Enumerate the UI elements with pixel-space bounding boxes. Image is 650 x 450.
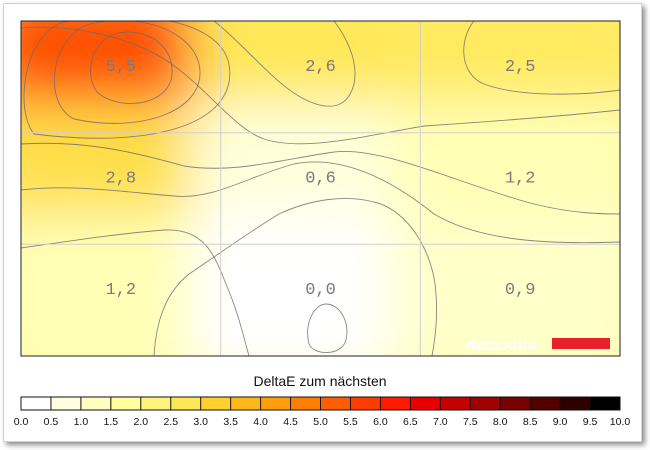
heat-core-2-1 — [236, 255, 405, 345]
colorbar-tick-label: 7.5 — [463, 416, 478, 428]
colorbar-tick-label: 10.0 — [610, 416, 631, 428]
colorbar-swatch — [200, 397, 232, 410]
colorbar-swatch — [530, 397, 561, 410]
cell-label-1-1: 0,6 — [305, 170, 336, 189]
colorbar-swatch — [410, 397, 441, 410]
colorbar-tick-label: 5.0 — [313, 416, 328, 428]
plot-border — [20, 20, 621, 357]
cell-label-1-2: 1,2 — [505, 170, 536, 189]
cell-label-1-0: 2,8 — [106, 170, 137, 189]
colorbar-tick-label: 0.5 — [44, 416, 59, 428]
heat-core-2-2 — [436, 255, 605, 345]
colorbar-swatch — [560, 397, 591, 410]
heat-core-0-1 — [236, 32, 405, 122]
colorbar-tick-label: 3.0 — [193, 416, 208, 428]
colorbar-swatch — [320, 397, 351, 410]
colorbar-swatch — [21, 397, 52, 410]
contour-lines — [21, 21, 620, 356]
colorbar-swatch — [350, 397, 381, 410]
heat-core-0-2 — [436, 32, 605, 122]
colorbar-swatch — [500, 397, 531, 410]
colorbar-swatch — [50, 397, 82, 410]
colorbar-swatch — [590, 397, 621, 410]
heat-core-2-0 — [36, 255, 205, 345]
datacolor-logo: datacolor — [466, 337, 610, 354]
heat-core-1-0 — [36, 143, 205, 234]
cell-label-2-0: 1,2 — [106, 281, 137, 300]
colorbar-swatch — [290, 397, 321, 410]
colorbar-tick-label: 5.5 — [343, 416, 358, 428]
colorbar-swatch — [140, 397, 172, 410]
colorbar-tick-labels: 0.0 0.5 1.0 1.5 2.0 2.5 3.0 3.5 4.0 4.5 5.0 5.5 6.0 6… — [14, 416, 631, 428]
colorbar-tick-label: 8.5 — [523, 416, 538, 428]
colorbar-tick-label: 9.0 — [553, 416, 568, 428]
cell-label-0-2: 2,5 — [505, 58, 536, 77]
heat-core-1-1 — [236, 143, 405, 234]
heat-core-0-0 — [36, 32, 205, 122]
colorbar-tick-label: 4.5 — [283, 416, 298, 428]
colorbar-swatch — [440, 397, 471, 410]
colorbar-tick-label: 2.5 — [163, 416, 178, 428]
colorbar-tick-label: 3.5 — [223, 416, 238, 428]
deltae-heatmap-chart: 5,5 2,6 2,5 2,8 0,6 1,2 1,2 0,0 0,9 datacolor De… — [14, 20, 631, 428]
colorbar-tick-label: 6.0 — [373, 416, 388, 428]
brand-logo-text: datacolor — [466, 337, 538, 354]
colorbar-title: DeltaE zum nächsten — [253, 373, 386, 389]
colorbar-tick-label: 7.0 — [433, 416, 448, 428]
colorbar-swatch — [170, 397, 202, 410]
cell-value-labels: 5,5 2,6 2,5 2,8 0,6 1,2 1,2 0,0 0,9 — [106, 58, 536, 300]
colorbar-swatch — [260, 397, 291, 410]
chart-frame: 5,5 2,6 2,5 2,8 0,6 1,2 1,2 0,0 0,9 datacolor De… — [3, 3, 642, 442]
colorbar — [20, 396, 621, 411]
colorbar-swatch — [230, 397, 261, 410]
colorbar-swatch — [80, 397, 112, 410]
grid-lines — [21, 21, 620, 356]
colorbar-tick-label: 8.0 — [493, 416, 508, 428]
colorbar-tick-label: 1.0 — [74, 416, 89, 428]
colorbar-tick-label: 6.5 — [403, 416, 418, 428]
colorbar-swatch — [470, 397, 501, 410]
heat-core-1-2 — [436, 143, 605, 234]
brand-red-bar — [552, 338, 610, 349]
colorbar-tick-label: 1.5 — [104, 416, 119, 428]
colorbar-tick-label: 0.0 — [14, 416, 29, 428]
colorbar-tick-label: 2.0 — [133, 416, 148, 428]
colorbar-swatch — [110, 397, 142, 410]
cell-label-0-0: 5,5 — [106, 58, 137, 77]
colorbar-tick-label: 9.5 — [583, 416, 598, 428]
colorbar-swatch — [380, 397, 411, 410]
colorbar-tick-label: 4.0 — [253, 416, 268, 428]
cell-label-2-2: 0,9 — [505, 281, 536, 300]
cell-label-0-1: 2,6 — [305, 58, 336, 77]
cell-label-2-1: 0,0 — [305, 281, 336, 300]
